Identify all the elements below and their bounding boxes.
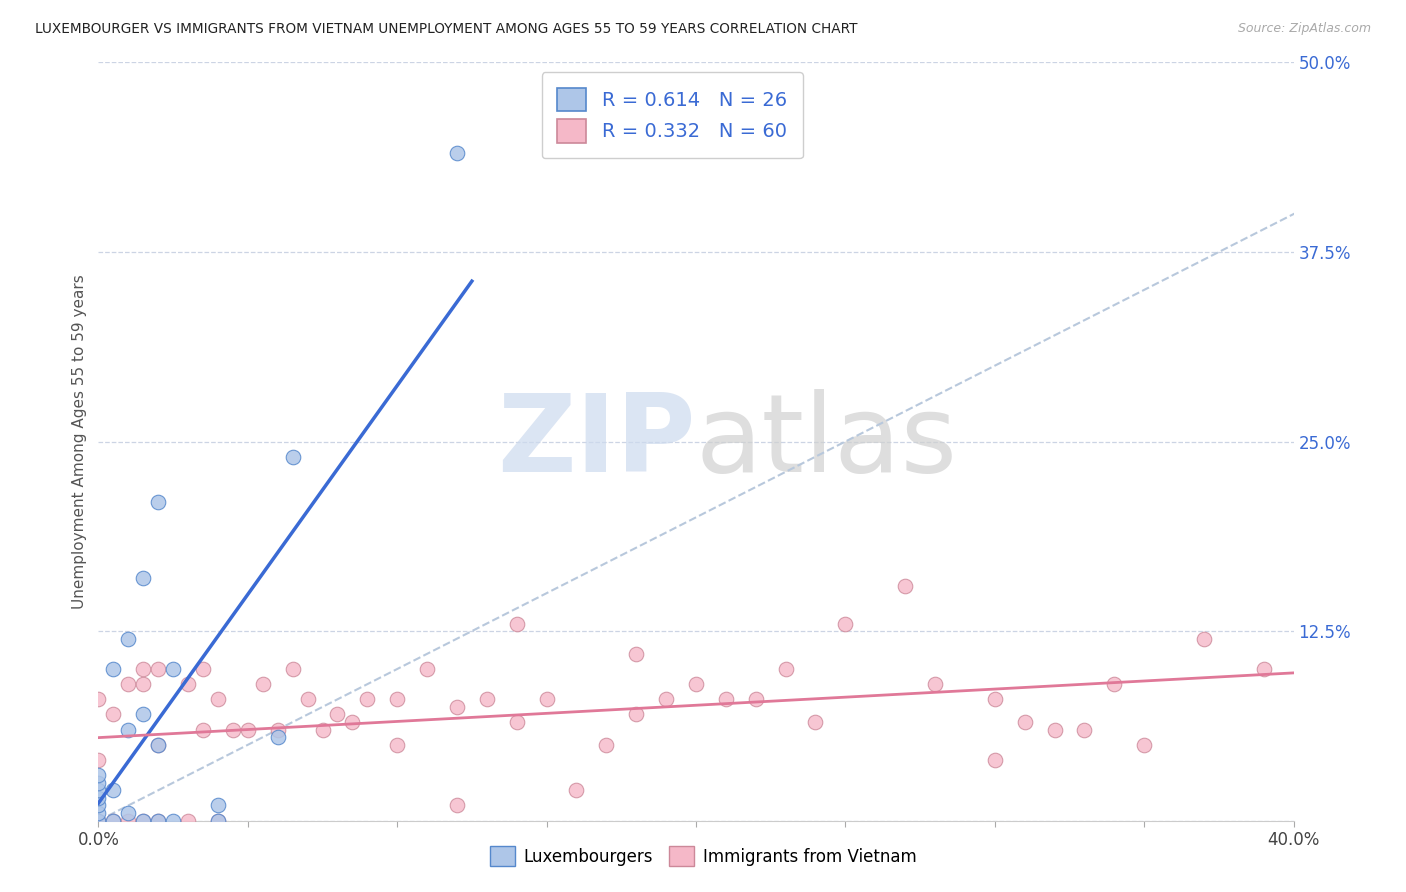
Text: Source: ZipAtlas.com: Source: ZipAtlas.com <box>1237 22 1371 36</box>
Point <box>714 692 737 706</box>
Point <box>177 677 200 691</box>
Point <box>1253 662 1275 676</box>
Point <box>132 677 155 691</box>
Point <box>207 814 229 828</box>
Point <box>745 692 768 706</box>
Point <box>148 738 170 752</box>
Point <box>506 715 529 730</box>
Point <box>207 798 229 813</box>
Point <box>177 814 200 828</box>
Point <box>103 814 125 828</box>
Point <box>446 146 468 161</box>
Point <box>236 723 259 737</box>
Point <box>162 662 184 676</box>
Legend: Luxembourgers, Immigrants from Vietnam: Luxembourgers, Immigrants from Vietnam <box>481 838 925 875</box>
Point <box>385 738 409 752</box>
Point <box>117 632 139 646</box>
Point <box>87 814 110 828</box>
Point <box>87 768 110 782</box>
Y-axis label: Unemployment Among Ages 55 to 59 years: Unemployment Among Ages 55 to 59 years <box>72 274 87 609</box>
Point <box>1192 632 1215 646</box>
Point <box>416 662 439 676</box>
Point <box>252 677 274 691</box>
Point <box>87 814 110 828</box>
Point <box>326 707 349 722</box>
Point <box>103 783 125 797</box>
Point <box>655 692 678 706</box>
Point <box>506 616 529 631</box>
Point <box>87 806 110 821</box>
Point <box>775 662 797 676</box>
Point <box>1133 738 1156 752</box>
Text: atlas: atlas <box>696 389 957 494</box>
Point <box>87 783 110 797</box>
Point <box>132 707 155 722</box>
Point <box>1014 715 1036 730</box>
Point <box>984 692 1007 706</box>
Point <box>626 647 648 661</box>
Point <box>191 723 214 737</box>
Point <box>103 662 125 676</box>
Point <box>87 776 110 790</box>
Point <box>626 707 648 722</box>
Point <box>148 495 170 509</box>
Point <box>207 814 229 828</box>
Point <box>148 738 170 752</box>
Point <box>924 677 946 691</box>
Point <box>281 450 304 464</box>
Point <box>446 699 468 714</box>
Point <box>191 662 214 676</box>
Point <box>117 806 139 821</box>
Point <box>267 723 290 737</box>
Point <box>87 791 110 805</box>
Point <box>148 662 170 676</box>
Point <box>132 814 155 828</box>
Point <box>117 814 139 828</box>
Point <box>87 798 110 813</box>
Point <box>132 571 155 585</box>
Point <box>894 579 917 593</box>
Point <box>117 723 139 737</box>
Point <box>297 692 319 706</box>
Point <box>87 753 110 767</box>
Point <box>984 753 1007 767</box>
Point <box>148 814 170 828</box>
Point <box>148 814 170 828</box>
Point <box>87 692 110 706</box>
Point <box>685 677 707 691</box>
Point <box>117 677 139 691</box>
Point <box>565 783 588 797</box>
Point <box>132 814 155 828</box>
Point <box>385 692 409 706</box>
Point <box>162 814 184 828</box>
Point <box>1104 677 1126 691</box>
Point <box>595 738 617 752</box>
Text: ZIP: ZIP <box>498 389 696 494</box>
Point <box>446 798 468 813</box>
Point <box>267 730 290 744</box>
Text: LUXEMBOURGER VS IMMIGRANTS FROM VIETNAM UNEMPLOYMENT AMONG AGES 55 TO 59 YEARS C: LUXEMBOURGER VS IMMIGRANTS FROM VIETNAM … <box>35 22 858 37</box>
Legend: R = 0.614   N = 26, R = 0.332   N = 60: R = 0.614 N = 26, R = 0.332 N = 60 <box>541 72 803 159</box>
Point <box>536 692 558 706</box>
Point <box>804 715 827 730</box>
Point <box>222 723 245 737</box>
Point <box>207 692 229 706</box>
Point <box>1043 723 1066 737</box>
Point <box>475 692 498 706</box>
Point <box>132 662 155 676</box>
Point <box>342 715 364 730</box>
Point <box>1073 723 1095 737</box>
Point <box>356 692 378 706</box>
Point <box>281 662 304 676</box>
Point <box>311 723 333 737</box>
Point <box>103 814 125 828</box>
Point <box>103 707 125 722</box>
Point <box>834 616 856 631</box>
